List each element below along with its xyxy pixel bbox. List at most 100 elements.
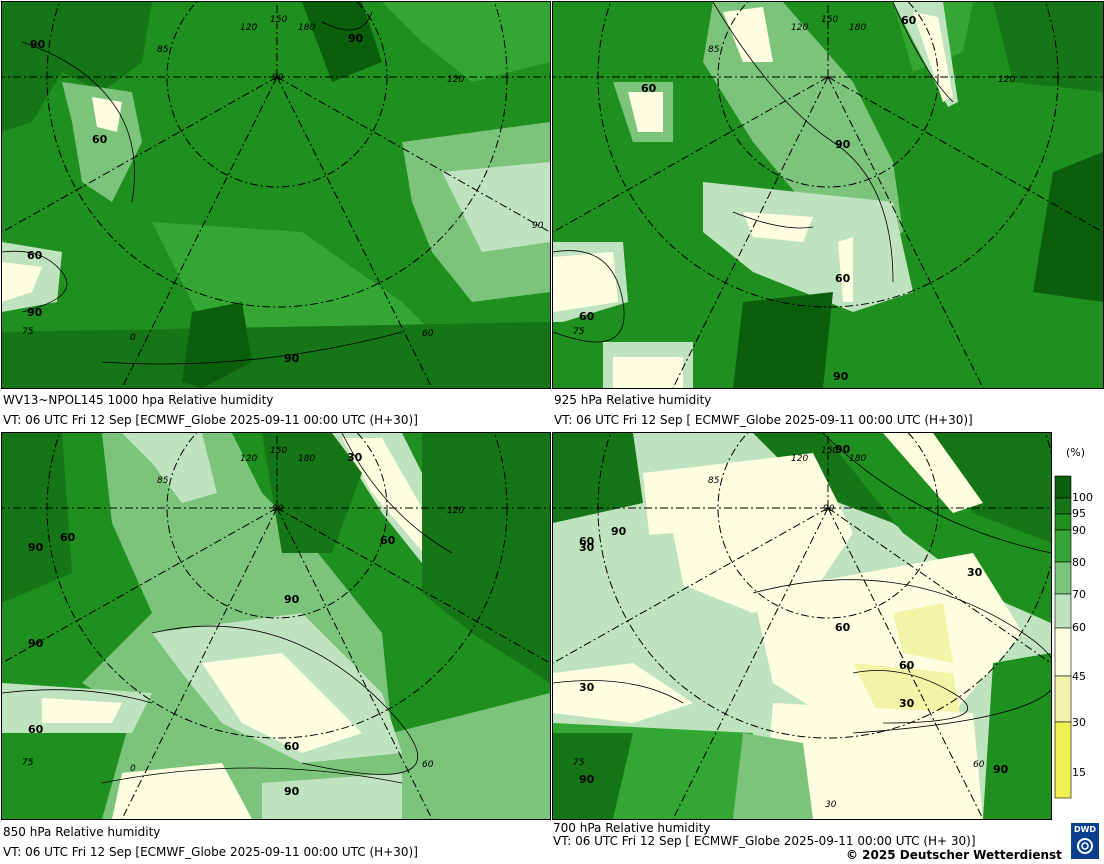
legend-label: 70 xyxy=(1072,588,1086,601)
meridian-label: 180 xyxy=(849,23,866,33)
legend-label: 90 xyxy=(1072,524,1086,537)
meridian-label: 150 xyxy=(821,15,838,25)
legend-label: 15 xyxy=(1072,766,1086,779)
legend-label: 100 xyxy=(1072,491,1093,504)
legend-label: 80 xyxy=(1072,556,1086,569)
contour-label: 60 xyxy=(27,249,43,262)
meridian-label: 85 xyxy=(157,45,169,55)
contour-label: 90 xyxy=(284,352,300,365)
legend-swatch xyxy=(1054,675,1072,723)
meridian-label: 150 xyxy=(270,446,287,456)
legend-swatch xyxy=(1054,561,1072,595)
contour-label: 60 xyxy=(579,535,595,548)
legend-label: 45 xyxy=(1072,670,1086,683)
contour-label: 30 xyxy=(899,697,915,710)
meridian-label: 85 xyxy=(708,476,720,486)
contour-label: 90 xyxy=(833,370,849,383)
meridian-label: 75 xyxy=(573,758,585,768)
contour-label: 90 xyxy=(835,138,851,151)
meridian-label: 75 xyxy=(22,327,34,337)
panel-850hpa-title: 850 hPa Relative humidity xyxy=(3,825,161,839)
map-panel-1000hpa: 90 60 60 90 90 90 150 120 180 85 90 120 … xyxy=(1,1,551,389)
panel-925hpa-title: 925 hPa Relative humidity xyxy=(554,393,712,407)
meridian-label: 120 xyxy=(447,75,464,85)
contour-label: 90 xyxy=(993,763,1009,776)
panel-700hpa-title: 700 hPa Relative humidity xyxy=(553,821,711,835)
map-panel-700hpa: 90 60 90 30 60 30 60 30 90 30 90 150 120… xyxy=(552,432,1052,820)
meridian-label: 120 xyxy=(998,75,1015,85)
legend-swatch xyxy=(1054,721,1072,799)
meridian-label: 85 xyxy=(708,45,720,55)
color-legend: (%) 100 95 90 80 70 60 45 30 15 xyxy=(1052,440,1102,810)
legend-swatch xyxy=(1054,593,1072,629)
meridian-label: 150 xyxy=(270,15,287,25)
contour-label: 90 xyxy=(28,637,44,650)
contour-label: 90 xyxy=(611,525,627,538)
legend-colorbar xyxy=(1054,475,1072,799)
contour-label: 30 xyxy=(347,451,363,464)
contour-label: 60 xyxy=(579,310,595,323)
contour-label: 30 xyxy=(579,681,595,694)
meridian-label: 60 xyxy=(973,760,985,770)
meridian-label: 180 xyxy=(849,454,866,464)
meridian-label: 90 xyxy=(532,221,544,231)
meridian-label: 0 xyxy=(130,764,136,774)
meridian-label: 90 xyxy=(272,73,284,83)
map-850hpa: 30 60 60 90 90 90 60 90 60 150 120 180 8… xyxy=(2,433,550,819)
panel-925hpa-valid-time: VT: 06 UTC Fri 12 Sep [ ECMWF_Globe 2025… xyxy=(554,413,973,427)
legend-swatch xyxy=(1054,475,1072,499)
contour-label: 60 xyxy=(641,82,657,95)
meridian-label: 85 xyxy=(157,476,169,486)
meridian-label: 120 xyxy=(791,23,808,33)
contour-label: 60 xyxy=(92,133,108,146)
contour-label: 90 xyxy=(579,773,595,786)
legend-swatch xyxy=(1054,497,1072,515)
contour-label: 60 xyxy=(899,659,915,672)
panel-700hpa-valid-time: VT: 06 UTC Fri 12 Sep [ ECMWF_Globe 2025… xyxy=(553,834,976,848)
contour-label: 90 xyxy=(30,38,46,51)
contour-label: 60 xyxy=(284,740,300,753)
contour-label: 90 xyxy=(835,443,851,456)
meridian-label: 60 xyxy=(422,329,434,339)
meridian-label: 0 xyxy=(130,333,136,343)
contour-label: 90 xyxy=(284,593,300,606)
meridian-label: 180 xyxy=(298,454,315,464)
map-700hpa: 90 60 90 30 60 30 60 30 90 30 90 150 120… xyxy=(553,433,1051,819)
contour-label: 60 xyxy=(380,534,396,547)
map-panel-925hpa: 60 60 90 60 60 90 150 120 180 85 120 75 xyxy=(552,1,1104,389)
map-1000hpa: 90 60 60 90 90 90 150 120 180 85 90 120 … xyxy=(2,2,550,388)
panel-850hpa-valid-time: VT: 06 UTC Fri 12 Sep [ECMWF_Globe 2025-… xyxy=(3,845,418,859)
meridian-label: 120 xyxy=(240,23,257,33)
meridian-label: 90 xyxy=(823,504,835,514)
meridian-label: 120 xyxy=(447,506,464,516)
contour-label: 90 xyxy=(27,306,43,319)
contour-label: 60 xyxy=(60,531,76,544)
meridian-label: 120 xyxy=(791,454,808,464)
meridian-label: 75 xyxy=(22,758,34,768)
legend-label: 30 xyxy=(1072,716,1086,729)
meridian-label: 120 xyxy=(240,454,257,464)
map-panel-850hpa: 30 60 60 90 90 90 60 90 60 150 120 180 8… xyxy=(1,432,551,820)
meridian-label: 30 xyxy=(825,800,837,810)
dwd-logo: DWD xyxy=(1071,823,1099,859)
meridian-label: 75 xyxy=(573,327,585,337)
contour-label: 90 xyxy=(28,541,44,554)
contour-label: 60 xyxy=(901,14,917,27)
legend-swatch xyxy=(1054,529,1072,563)
contour-label: 60 xyxy=(835,621,851,634)
contour-label: 30 xyxy=(967,566,983,579)
meridian-label: 180 xyxy=(298,23,315,33)
contour-label: 90 xyxy=(348,32,364,45)
contour-label: 30 xyxy=(579,541,595,554)
legend-swatch xyxy=(1054,627,1072,677)
legend-label: 95 xyxy=(1072,507,1086,520)
contour-label: 90 xyxy=(284,785,300,798)
legend-swatch xyxy=(1054,513,1072,531)
copyright: © 2025 Deutscher Wetterdienst xyxy=(846,848,1062,862)
contour-label: 60 xyxy=(28,723,44,736)
contour-label: 60 xyxy=(835,272,851,285)
map-925hpa: 60 60 90 60 60 90 150 120 180 85 120 75 xyxy=(553,2,1103,388)
meridian-label: 90 xyxy=(272,504,284,514)
legend-label: 60 xyxy=(1072,621,1086,634)
panel-1000hpa-valid-time: VT: 06 UTC Fri 12 Sep [ECMWF_Globe 2025-… xyxy=(3,413,418,427)
